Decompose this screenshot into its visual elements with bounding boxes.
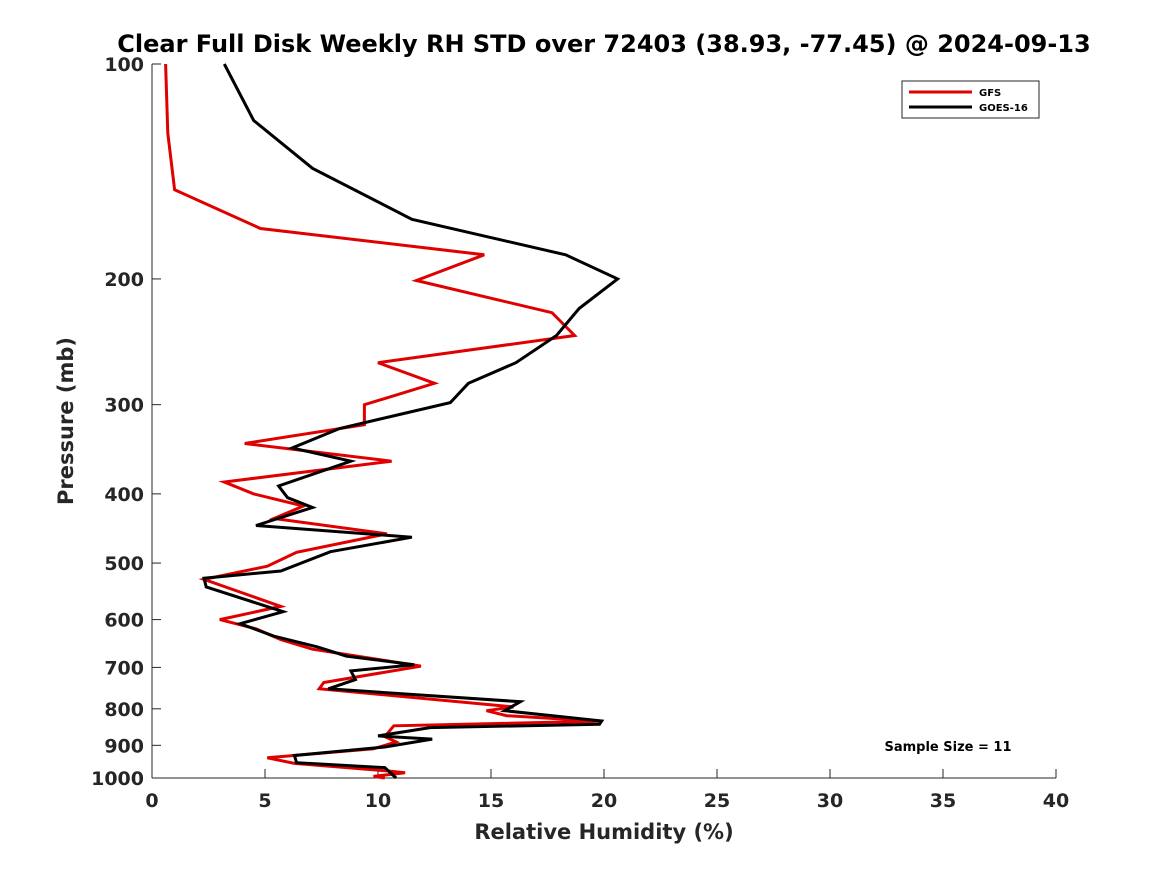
series-layer (164, 63, 621, 780)
chart-title: Clear Full Disk Weekly RH STD over 72403… (117, 30, 1090, 58)
y-axis-label: Pressure (mb) (54, 337, 78, 505)
x-tick-label: 40 (1043, 790, 1069, 812)
legend: GFS GOES-16 (901, 80, 1040, 119)
x-tick-label: 30 (817, 790, 843, 812)
y-tick-label: 700 (104, 657, 144, 679)
legend-box (901, 80, 1040, 119)
y-tick-label: 1000 (91, 768, 144, 790)
x-tick-label: 20 (591, 790, 617, 812)
legend-label-gfs: GFS (979, 88, 1001, 99)
series-line-gfs (164, 63, 600, 780)
x-tick-label: 5 (258, 790, 271, 812)
x-tick-label: 25 (704, 790, 730, 812)
y-tick-label: 100 (104, 54, 144, 76)
y-tick-label: 200 (104, 269, 144, 291)
y-tick-label: 300 (104, 395, 144, 417)
y-tick-label: 800 (104, 699, 144, 721)
x-tick-label: 10 (365, 790, 391, 812)
x-tick-label: 15 (478, 790, 504, 812)
plot-axes: 0 5 10 15 20 25 30 35 40 100 200 300 400 500 600 700 800… (91, 54, 1069, 812)
x-tick-label: 0 (145, 790, 158, 812)
series-line-goes-16 (202, 63, 621, 780)
sample-size-annotation: Sample Size = 11 (884, 740, 1011, 755)
y-tick-label: 500 (104, 553, 144, 575)
x-axis-label: Relative Humidity (%) (474, 820, 733, 844)
y-tick-label: 600 (104, 610, 144, 632)
y-tick-label: 400 (104, 484, 144, 506)
y-tick-label: 900 (104, 735, 144, 757)
legend-label-goes-16: GOES-16 (979, 103, 1028, 114)
x-tick-label: 35 (930, 790, 956, 812)
